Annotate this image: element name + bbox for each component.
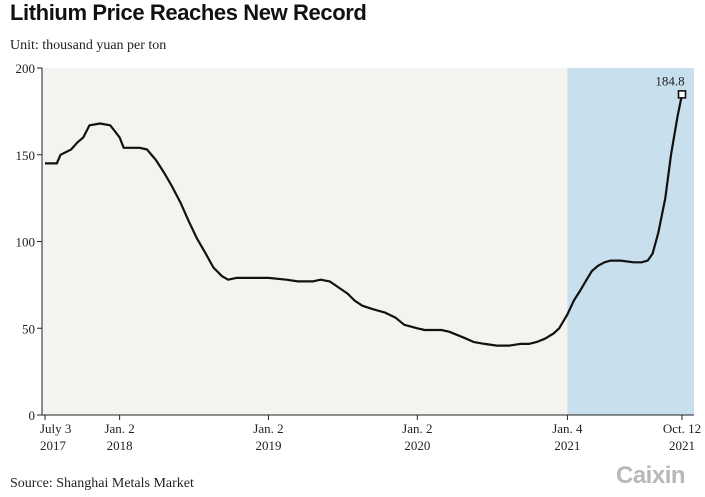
end-point-marker (677, 90, 687, 99)
y-axis: 0 50 100 150 200 (16, 61, 43, 423)
y-tick-label: 100 (16, 235, 36, 250)
source-note: Source: Shanghai Metals Market (10, 476, 194, 491)
end-point-label: 184.8 (655, 73, 684, 88)
chart-title: Lithium Price Reaches New Record (10, 0, 367, 25)
x-tick-label: 2018 (107, 438, 133, 453)
x-tick-label: Oct. 12 (663, 421, 701, 436)
y-tick-label: 200 (16, 61, 36, 76)
x-tick-label: Jan. 4 (552, 421, 583, 436)
x-tick-label: 2021 (669, 438, 695, 453)
x-tick-label: Jan. 2 (104, 421, 134, 436)
x-tick-label: Jan. 2 (402, 421, 432, 436)
x-tick-label: 2021 (554, 438, 580, 453)
y-tick-label: 0 (29, 408, 36, 423)
x-tick-label: 2020 (404, 438, 430, 453)
x-axis: July 3 2017 Jan. 2 2018 Jan. 2 2019 Jan. 2 2020… (40, 414, 701, 453)
x-tick-label: 2019 (255, 438, 281, 453)
y-tick-label: 150 (16, 148, 36, 163)
brand-logo: Caixin (616, 462, 686, 489)
chart-subtitle: Unit: thousand yuan per ton (10, 38, 167, 53)
x-tick-label: 2017 (40, 438, 67, 453)
x-tick-label: Jan. 2 (253, 421, 283, 436)
x-tick-label: July 3 (40, 421, 71, 436)
highlight-region (567, 68, 694, 415)
y-tick-label: 50 (22, 321, 35, 336)
price-series-line (45, 94, 684, 347)
